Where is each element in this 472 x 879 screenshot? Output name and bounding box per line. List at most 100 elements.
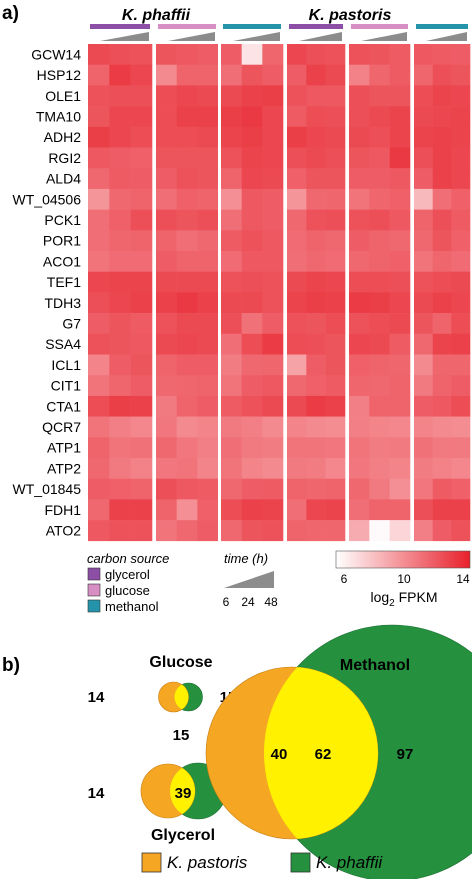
venn-count-pastoris: 40 [271, 746, 288, 763]
heatmap-cell [176, 520, 198, 542]
heatmap-cell [241, 106, 263, 128]
heatmap-cell [197, 251, 219, 272]
heatmap-cell [109, 251, 131, 272]
heatmap-cell [221, 395, 242, 417]
heatmap-cell [306, 230, 326, 252]
heatmap-cell [414, 44, 433, 65]
heatmap-cell [262, 188, 284, 210]
heatmap-cell [262, 499, 284, 521]
heatmap-cell [130, 230, 153, 252]
heatmap-cell [287, 313, 307, 335]
heatmap-cell [197, 126, 219, 148]
heatmap-cell [306, 85, 326, 107]
heatmap-cell [389, 85, 411, 107]
heatmap-cell [156, 478, 177, 500]
heatmap-cell [451, 230, 471, 252]
heatmap-cell [156, 64, 177, 86]
heatmap-cell [349, 313, 370, 335]
heatmap-cell [262, 395, 284, 417]
colorbar-tick-6: 6 [341, 572, 348, 586]
venn-count-phaffii: 97 [397, 746, 414, 763]
heatmap-cell [241, 168, 263, 190]
panel-a-label: a) [2, 3, 19, 24]
heatmap-cell [262, 437, 284, 459]
heatmap-cell [109, 520, 131, 542]
heatmap-cell [349, 126, 370, 148]
heatmap-cell [241, 458, 263, 479]
gene-label-icl1: ICL1 [51, 357, 81, 373]
venn-count-shared: 62 [315, 746, 332, 763]
heatmap-cell [109, 64, 131, 86]
gene-label-ssa4: SSA4 [45, 336, 81, 352]
heatmap-cell [241, 230, 263, 252]
heatmap-cell [451, 126, 471, 148]
heatmap-cell [221, 230, 242, 252]
heatmap-cell [156, 416, 177, 438]
heatmap-cell [221, 126, 242, 148]
heatmap-cell [130, 375, 153, 397]
heatmap-cell [432, 271, 452, 293]
heatmap-cell [389, 188, 411, 210]
heatmap-cell [262, 354, 284, 376]
heatmap-cell [369, 251, 390, 272]
heatmap-cell [414, 416, 433, 438]
gene-label-atp2: ATP2 [47, 460, 81, 476]
condition-bar-glucose [158, 24, 216, 29]
heatmap-cell [325, 375, 346, 397]
heatmap-cell [432, 520, 452, 542]
time-legend-ramp [224, 571, 274, 588]
heatmap-cell [241, 395, 263, 417]
legend-label-phaffii: K. phaffii [316, 853, 383, 872]
heatmap-cell [88, 106, 110, 128]
heatmap-cell [349, 209, 370, 231]
heatmap-cell [325, 44, 346, 65]
panel-b-label: b) [2, 655, 20, 676]
heatmap-cell [369, 230, 390, 252]
heatmap-cell [389, 106, 411, 128]
heatmap-cell [241, 44, 263, 65]
heatmap-cell [287, 520, 307, 542]
heatmap-cell [306, 106, 326, 128]
heatmap-cell [156, 230, 177, 252]
heatmap-cell [432, 188, 452, 210]
time-tick-6: 6 [223, 595, 230, 609]
heatmap-cell [221, 44, 242, 65]
heatmap-cell [130, 209, 153, 231]
heatmap-cell [369, 458, 390, 479]
heatmap-cell [451, 147, 471, 169]
heatmap-cell [197, 188, 219, 210]
heatmap-cell [432, 64, 452, 86]
heatmap-cell [287, 271, 307, 293]
heatmap-cell [349, 147, 370, 169]
heatmap-cell [389, 499, 411, 521]
heatmap-cell [349, 416, 370, 438]
gene-label-adh2: ADH2 [44, 129, 82, 145]
heatmap-cell [241, 354, 263, 376]
heatmap-cell [262, 85, 284, 107]
heatmap-cell [221, 333, 242, 355]
heatmap-cell [306, 44, 326, 65]
heatmap-cell [414, 230, 433, 252]
heatmap-cell [130, 499, 153, 521]
heatmap-cell [369, 209, 390, 231]
heatmap-cell [109, 313, 131, 335]
heatmap-cell [451, 354, 471, 376]
heatmap-cell [176, 395, 198, 417]
heatmap-cell [389, 64, 411, 86]
heatmap-cell [306, 520, 326, 542]
heatmap-cell [241, 499, 263, 521]
heatmap-cell [130, 478, 153, 500]
heatmap-cell [414, 251, 433, 272]
heatmap-cell [176, 168, 198, 190]
venn-title-glycerol: Glycerol [151, 827, 215, 844]
gene-label-pck1: PCK1 [44, 212, 81, 228]
heatmap-cell [197, 354, 219, 376]
heatmap-cell [287, 188, 307, 210]
heatmap-cell [287, 85, 307, 107]
heatmap-cell [369, 375, 390, 397]
heatmap-cell [349, 44, 370, 65]
heatmap-cell [306, 478, 326, 500]
heatmap-cell [369, 354, 390, 376]
time-ramp [299, 32, 342, 41]
heatmap-cell [369, 313, 390, 335]
